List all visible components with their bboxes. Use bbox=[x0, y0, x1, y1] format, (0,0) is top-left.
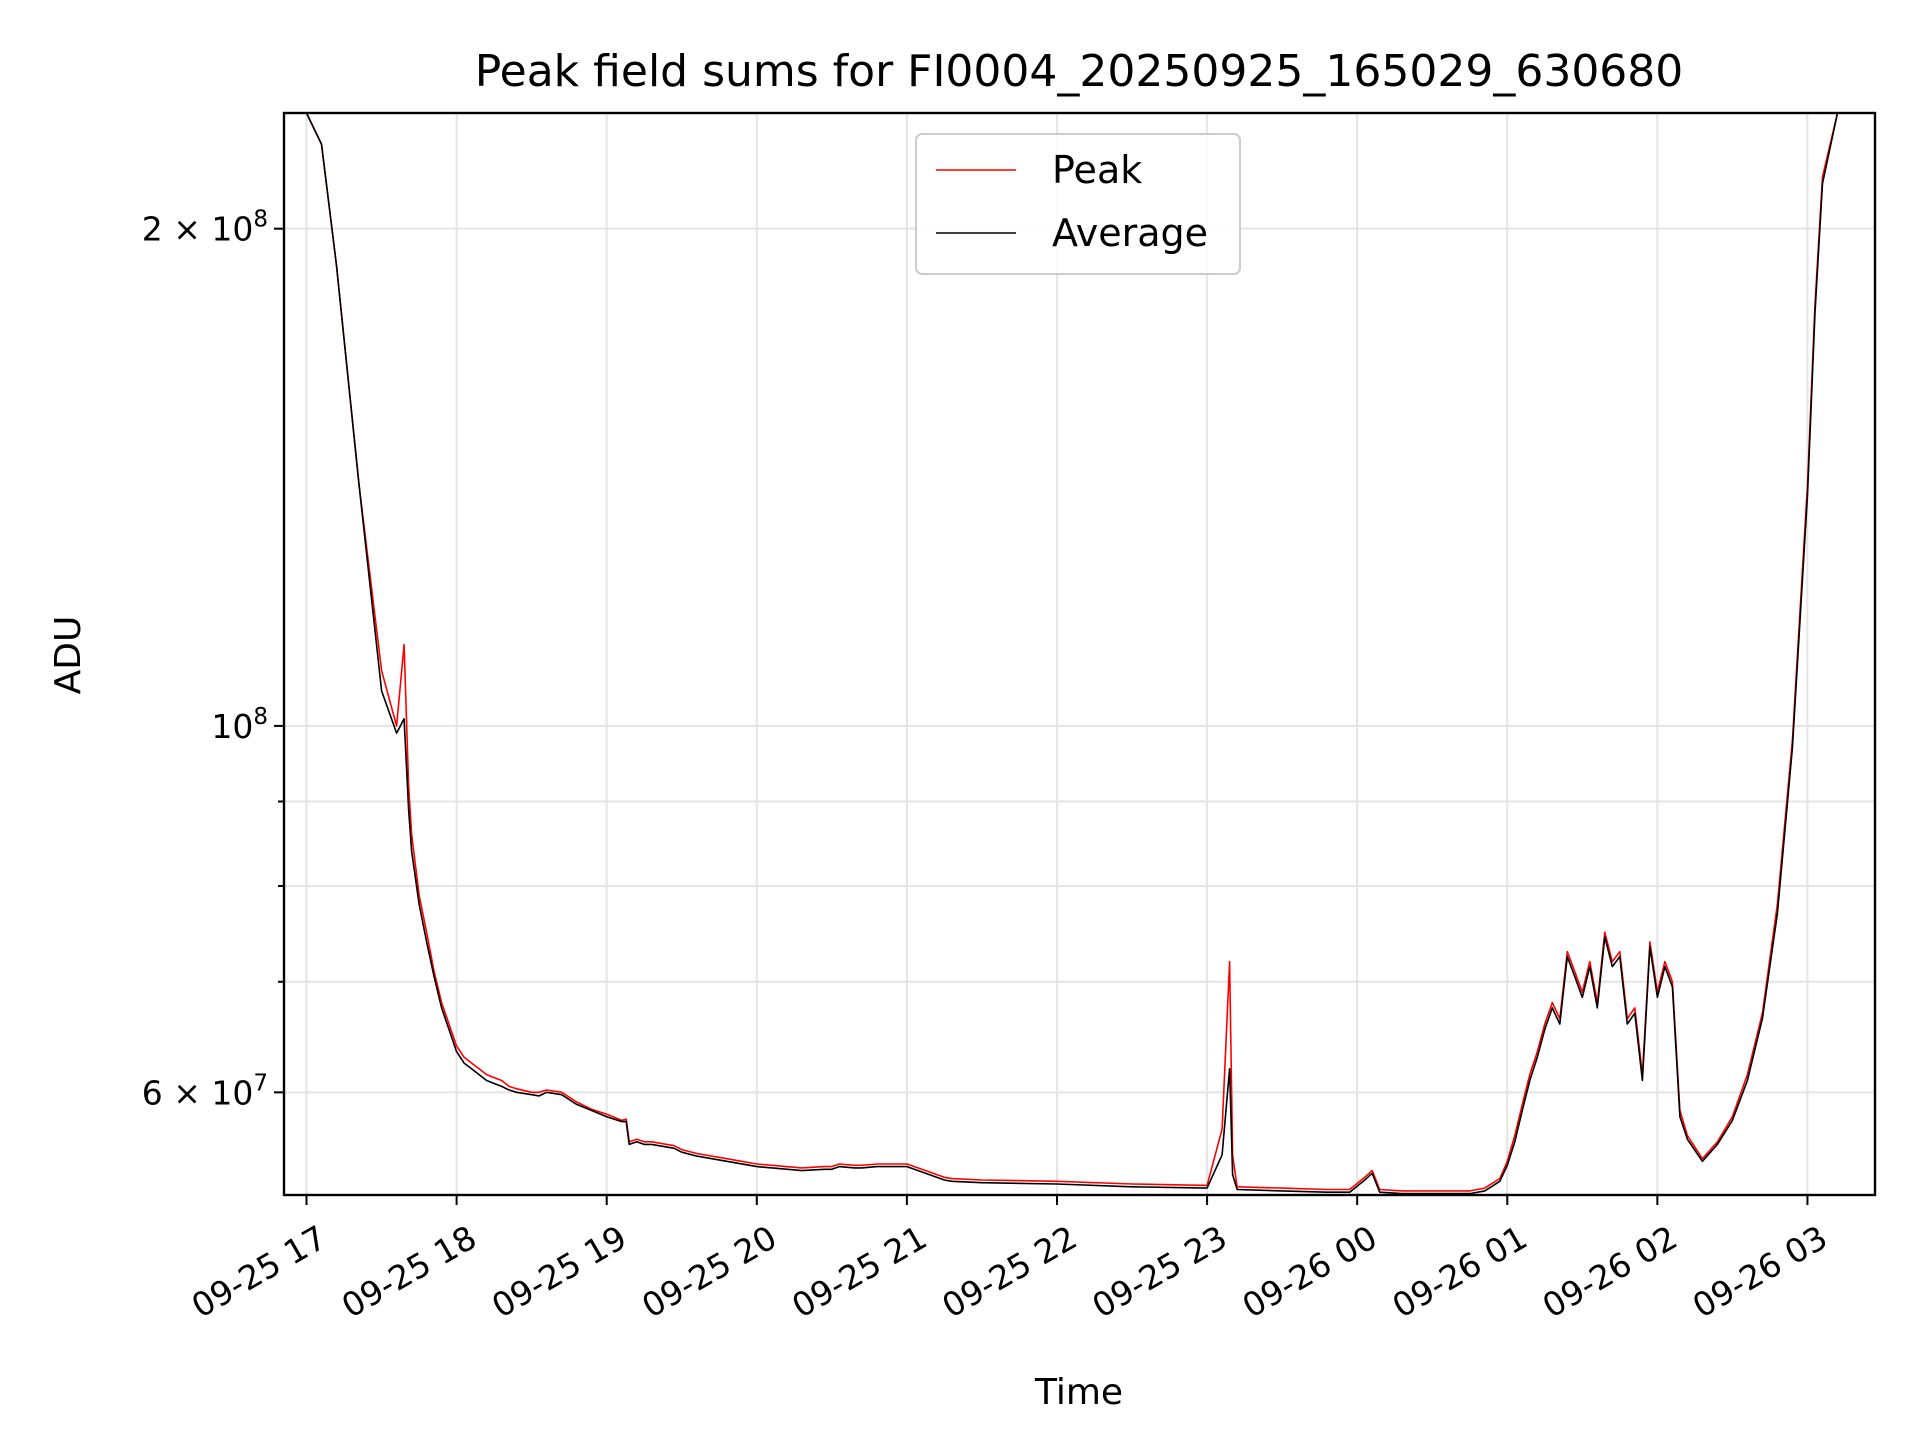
x-tick-label: 09-25 20 bbox=[635, 1218, 783, 1326]
x-tick-label: 09-26 02 bbox=[1536, 1218, 1684, 1326]
x-tick-label: 09-25 21 bbox=[785, 1218, 933, 1326]
x-tick-label: 09-26 01 bbox=[1386, 1218, 1534, 1326]
x-axis-ticks: 09-25 17 09-25 18 09-25 19 09-25 20 09-25 21… bbox=[185, 1195, 1834, 1326]
x-tick-label: 09-25 19 bbox=[485, 1218, 633, 1326]
legend-label-average: Average bbox=[1052, 211, 1208, 255]
legend-box bbox=[915, 133, 1241, 275]
x-tick-label: 09-26 00 bbox=[1236, 1218, 1384, 1326]
x-tick-label: 09-26 03 bbox=[1686, 1218, 1834, 1326]
y-axis-label: ADU bbox=[48, 616, 89, 695]
x-tick-label: 09-25 17 bbox=[185, 1218, 333, 1326]
x-tick-label: 09-25 18 bbox=[335, 1218, 483, 1326]
y-tick-label: 108 bbox=[211, 704, 268, 746]
series-layer bbox=[284, 112, 1875, 1195]
legend: Peak Average bbox=[915, 133, 1241, 275]
y-tick-label: 2 × 108 bbox=[142, 207, 268, 249]
x-tick-label: 09-25 22 bbox=[935, 1218, 1083, 1326]
chart-title: Peak field sums for FI0004_20250925_1650… bbox=[475, 46, 1684, 97]
series-line-average bbox=[284, 112, 1875, 1195]
y-axis-ticks: 6 × 107 108 2 × 108 bbox=[142, 207, 284, 1112]
y-tick-label: 6 × 107 bbox=[142, 1070, 268, 1112]
x-tick-label: 09-25 23 bbox=[1085, 1218, 1233, 1326]
x-axis-label: Time bbox=[1034, 1372, 1123, 1413]
plot-frame bbox=[282, 111, 1877, 1197]
legend-label-peak: Peak bbox=[1052, 148, 1142, 192]
